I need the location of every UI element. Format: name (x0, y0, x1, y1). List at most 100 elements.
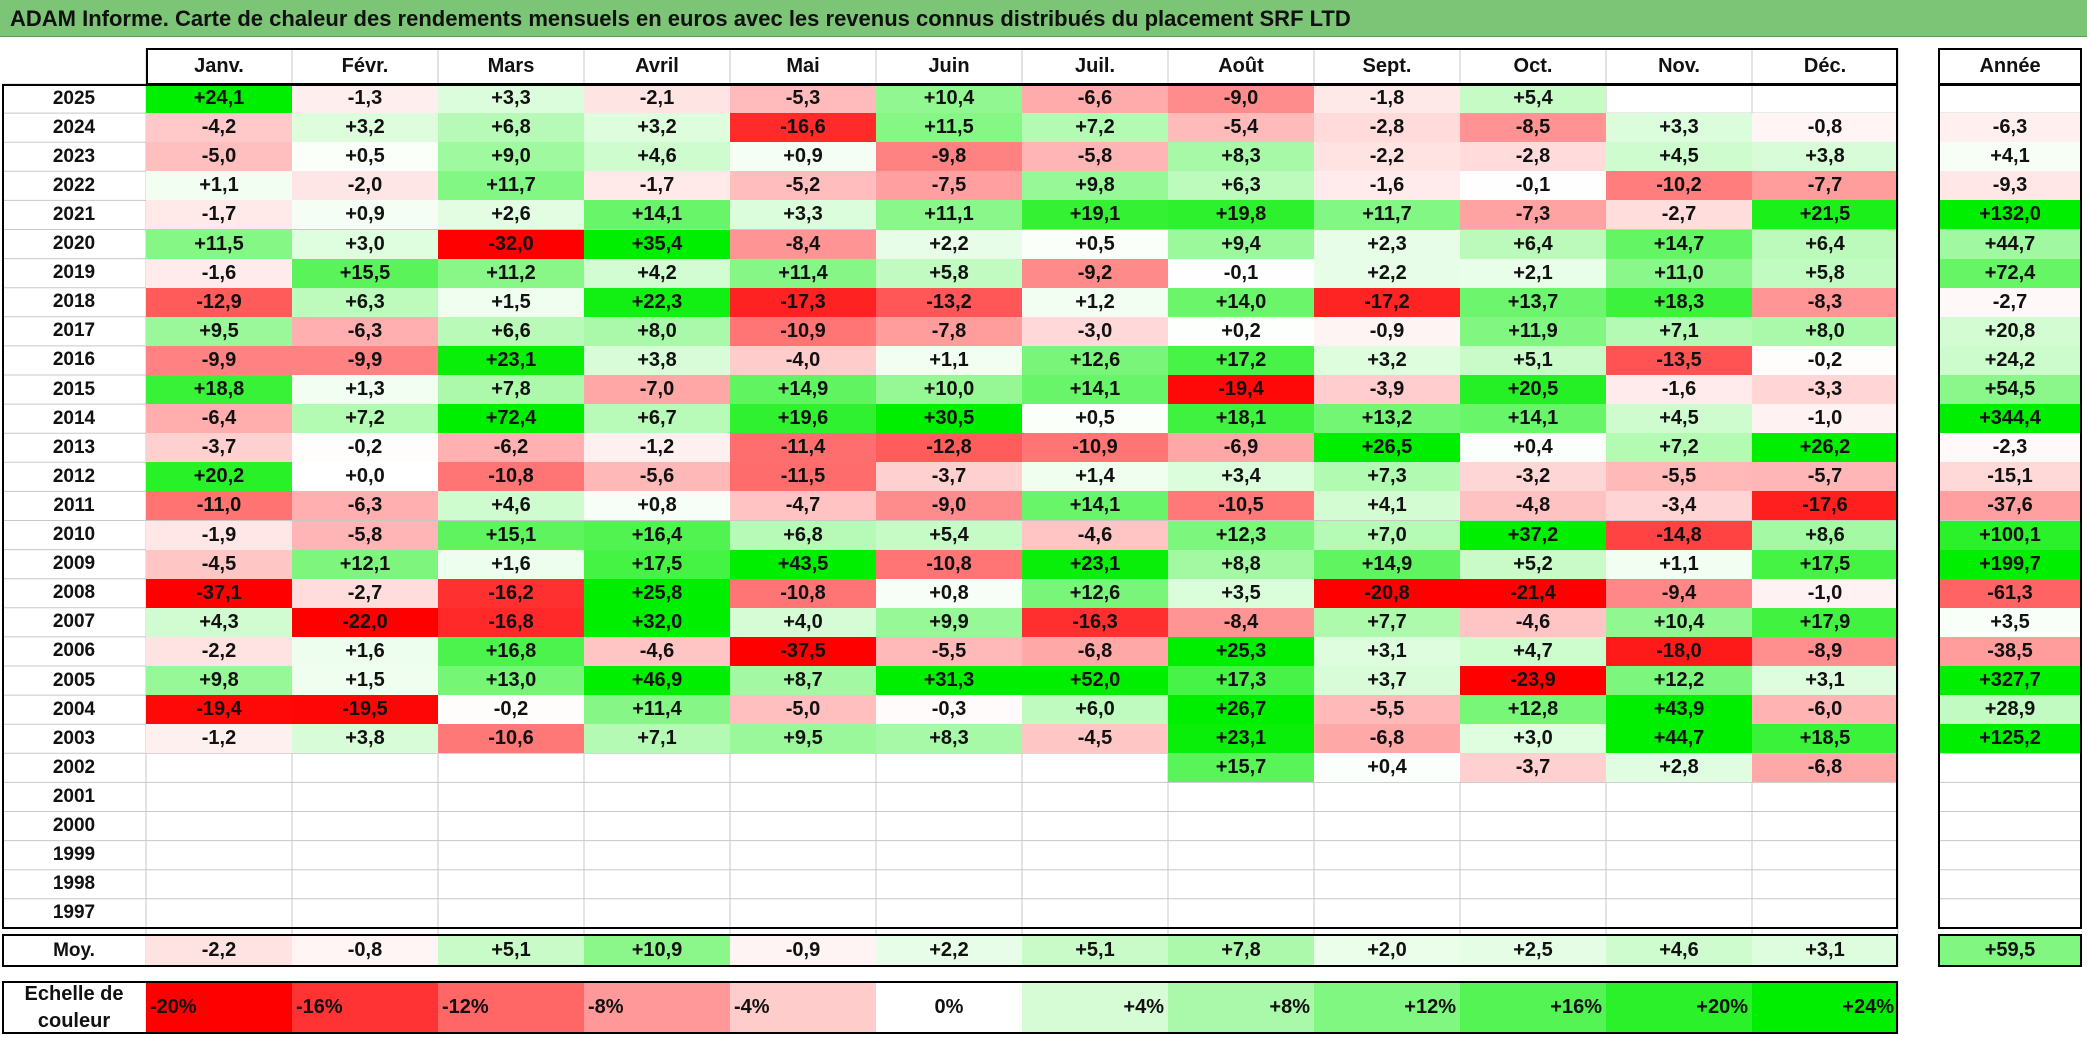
average-label: Moy. (53, 939, 95, 961)
heatmap-cell: +6,3 (292, 287, 438, 317)
heatmap-cell: -11,4 (730, 433, 876, 463)
heatmap-cell (730, 841, 876, 870)
heatmap-cell (146, 782, 292, 811)
heatmap-cell (146, 753, 292, 782)
heatmap-cell (146, 899, 292, 928)
heatmap-cell: -1,7 (584, 171, 730, 201)
heatmap-cell: -9,0 (1168, 84, 1314, 114)
annual-cell: +4,1 (1938, 142, 2082, 172)
heatmap-cell: -10,8 (438, 462, 584, 492)
heatmap-cell: -5,5 (1606, 462, 1752, 492)
average-cell: -0,9 (730, 934, 876, 967)
heatmap-cell: +6,8 (438, 113, 584, 143)
heatmap-cell: -17,3 (730, 287, 876, 317)
heatmap-cell: -0,1 (1168, 258, 1314, 288)
heatmap-cell: +1,5 (438, 287, 584, 317)
scale-swatch: -20% (146, 981, 292, 1034)
heatmap-cell: +4,7 (1460, 636, 1606, 666)
heatmap-cell: +9,8 (146, 666, 292, 696)
heatmap-cell: -10,8 (730, 578, 876, 608)
heatmap-cell (730, 782, 876, 811)
heatmap-cell: -9,4 (1606, 578, 1752, 608)
month-header: Janv. (194, 54, 244, 77)
heatmap-cell: +4,3 (146, 607, 292, 637)
heatmap-cell: -8,4 (1168, 607, 1314, 637)
scale-label: Echelle de couleur (24, 982, 124, 1032)
heatmap-cell (292, 812, 438, 841)
scale-swatch: -8% (584, 981, 730, 1034)
heatmap-cell: +52,0 (1022, 666, 1168, 696)
heatmap-cell (1022, 841, 1168, 870)
heatmap-cell (1314, 812, 1460, 841)
heatmap-cell: -9,2 (1022, 258, 1168, 288)
heatmap-cell: +17,9 (1752, 607, 1898, 637)
heatmap-cell (292, 870, 438, 899)
heatmap-cell: -11,5 (730, 462, 876, 492)
heatmap-cell (1168, 812, 1314, 841)
heatmap-cell: -9,9 (292, 345, 438, 375)
heatmap-cell: -0,2 (292, 433, 438, 463)
heatmap-cell: +18,1 (1168, 404, 1314, 434)
heatmap-cell: -6,9 (1168, 433, 1314, 463)
heatmap-cell: -5,7 (1752, 462, 1898, 492)
heatmap-cell: -9,0 (876, 491, 1022, 521)
heatmap-cell: +9,9 (876, 607, 1022, 637)
month-header: Août (1218, 54, 1264, 77)
heatmap-cell: -10,5 (1168, 491, 1314, 521)
year-label: 2007 (52, 611, 96, 633)
heatmap-cell: +20,2 (146, 462, 292, 492)
heatmap-cell: -4,5 (1022, 724, 1168, 754)
heatmap-cell: -1,2 (146, 724, 292, 754)
heatmap-cell: -5,0 (730, 695, 876, 725)
heatmap-cell: -23,9 (1460, 666, 1606, 696)
heatmap-cell: +3,1 (1752, 666, 1898, 696)
scale-swatch: -16% (292, 981, 438, 1034)
heatmap-cell: +7,1 (584, 724, 730, 754)
heatmap-cell: -2,8 (1460, 142, 1606, 172)
heatmap-cell: -4,8 (1460, 491, 1606, 521)
year-label: 2004 (52, 698, 96, 720)
heatmap-cell: -37,1 (146, 578, 292, 608)
heatmap-cell: +6,4 (1460, 229, 1606, 259)
heatmap-cell: -7,5 (876, 171, 1022, 201)
heatmap-cell: -0,8 (1752, 113, 1898, 143)
heatmap-cell: +26,5 (1314, 433, 1460, 463)
heatmap-cell: +32,0 (584, 607, 730, 637)
heatmap-cell: +25,3 (1168, 636, 1314, 666)
heatmap-cell: -2,7 (1606, 200, 1752, 230)
heatmap-cell: +6,6 (438, 316, 584, 346)
heatmap-cell: -4,0 (730, 345, 876, 375)
heatmap-cell: +10,4 (1606, 607, 1752, 637)
heatmap-cell: -1,0 (1752, 404, 1898, 434)
heatmap-cell: -5,3 (730, 84, 876, 114)
heatmap-cell: +6,7 (584, 404, 730, 434)
heatmap-cell: +5,4 (876, 520, 1022, 550)
heatmap-cell (1022, 870, 1168, 899)
heatmap-cell: -1,7 (146, 200, 292, 230)
average-cell: +7,8 (1168, 934, 1314, 967)
heatmap-cell: +9,5 (146, 316, 292, 346)
heatmap-cell: +0,2 (1168, 316, 1314, 346)
heatmap-cell: -3,3 (1752, 375, 1898, 405)
heatmap-cell: +7,0 (1314, 520, 1460, 550)
heatmap-cell (146, 841, 292, 870)
average-cell: +2,0 (1314, 934, 1460, 967)
heatmap-cell: +0,5 (1022, 229, 1168, 259)
heatmap-cell (1314, 899, 1460, 928)
heatmap-cell: -5,0 (146, 142, 292, 172)
heatmap-cell: +3,0 (292, 229, 438, 259)
month-header: Nov. (1658, 54, 1700, 77)
heatmap-cell: +0,5 (1022, 404, 1168, 434)
heatmap-cell (1752, 841, 1898, 870)
heatmap-cell (438, 753, 584, 782)
annual-cell (1938, 812, 2082, 841)
scale-swatch: +8% (1168, 981, 1314, 1034)
heatmap-cell: -6,3 (292, 491, 438, 521)
heatmap-cell: -4,6 (1022, 520, 1168, 550)
year-label: 1997 (52, 902, 96, 924)
heatmap-cell: -12,8 (876, 433, 1022, 463)
heatmap-cell: +46,9 (584, 666, 730, 696)
heatmap-cell (730, 753, 876, 782)
heatmap-cell (146, 870, 292, 899)
annual-cell: -37,6 (1938, 491, 2082, 521)
